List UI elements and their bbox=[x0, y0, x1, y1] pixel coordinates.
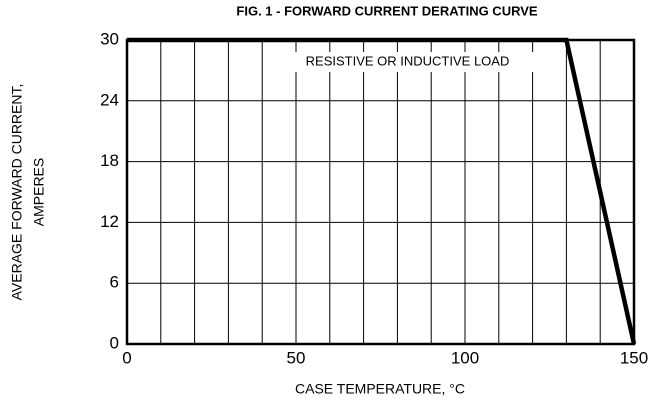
y-tick-label: 30 bbox=[100, 29, 119, 48]
x-tick-label: 150 bbox=[620, 348, 648, 367]
x-tick-label: 100 bbox=[451, 348, 479, 367]
y-tick-label: 12 bbox=[100, 212, 119, 231]
x-axis-label: CASE TEMPERATURE, °C bbox=[295, 381, 465, 397]
annotation: RESISTIVE OR INDUCTIVE LOAD bbox=[306, 53, 510, 68]
y-tick-label: 24 bbox=[100, 90, 119, 109]
y-tick-label: 6 bbox=[110, 273, 119, 292]
chart-title: FIG. 1 - FORWARD CURRENT DERATING CURVE bbox=[236, 3, 538, 18]
x-tick-label: 50 bbox=[287, 348, 306, 367]
annotation-bg bbox=[279, 52, 536, 72]
y-axis-label: AMPERES bbox=[31, 158, 47, 226]
plot-border bbox=[125, 38, 636, 346]
y-axis-label: AVERAGE FORWARD CURRENT, bbox=[9, 84, 25, 301]
y-tick-label: 0 bbox=[110, 333, 119, 352]
x-tick-label: 0 bbox=[122, 348, 131, 367]
y-tick-label: 18 bbox=[100, 151, 119, 170]
curve bbox=[127, 37, 637, 345]
